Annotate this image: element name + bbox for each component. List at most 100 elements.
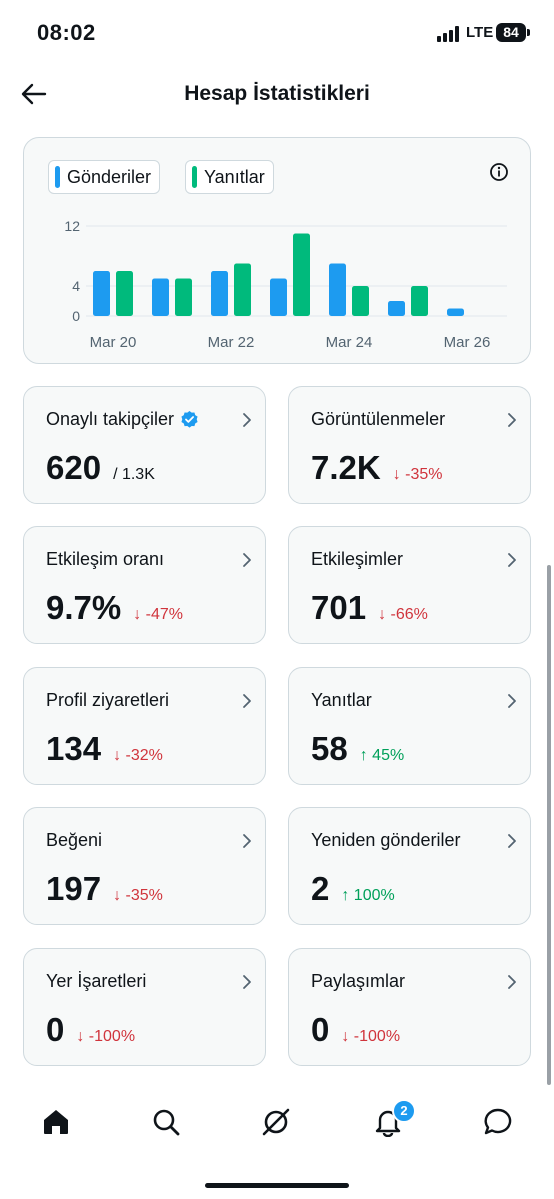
chevron-right-icon: [508, 413, 516, 427]
back-button[interactable]: [18, 78, 50, 110]
y-tick-label: 4: [72, 278, 80, 294]
x-tick-label: Mar 20: [90, 334, 137, 351]
stat-change: ↓ -66%: [378, 606, 428, 623]
page-title: Hesap İstatistikleri: [184, 82, 370, 105]
x-tick-label: Mar 24: [326, 334, 373, 351]
stat-label-text: Etkileşimler: [311, 549, 404, 569]
stat-change: ↓ -32%: [113, 747, 163, 764]
messages-icon: [484, 1108, 512, 1135]
stat-label-text: Yeniden gönderiler: [311, 830, 461, 850]
bar-replies: [411, 286, 428, 316]
stat-card[interactable]: Etkileşim oranı 9.7% ↓ -47%: [23, 526, 266, 644]
stat-label-text: Paylaşımlar: [311, 971, 406, 991]
bar-posts: [447, 308, 464, 316]
home-icon: [44, 1110, 68, 1134]
nav-home[interactable]: [38, 1104, 74, 1140]
legend-swatch-replies: [192, 166, 197, 188]
stat-value: 197: [46, 870, 102, 907]
stat-label-text: Profil ziyaretleri: [46, 690, 170, 710]
stat-card[interactable]: Yer İşaretleri 0 ↓ -100%: [23, 948, 266, 1066]
nav-notifications[interactable]: 2: [370, 1099, 416, 1140]
stat-label: Yanıtlar: [311, 690, 372, 711]
stat-value-row: 7.2K ↓ -35%: [311, 449, 443, 487]
verified-badge-icon: [181, 410, 198, 428]
stat-card[interactable]: Paylaşımlar 0 ↓ -100%: [288, 948, 531, 1066]
stat-label-text: Beğeni: [46, 830, 103, 850]
battery-icon: 84: [496, 23, 530, 42]
chevron-right-icon: [508, 834, 516, 848]
stat-label: Yeniden gönderiler: [311, 830, 460, 851]
stat-change: ↓ -100%: [76, 1028, 136, 1045]
status-bar: 08:02 LTE 84: [0, 0, 554, 64]
stat-value: 0: [311, 1011, 330, 1048]
stat-value: 9.7%: [46, 589, 122, 626]
legend-replies[interactable]: Yanıtlar: [185, 160, 274, 194]
stat-value-row: 620 / 1.3K: [46, 449, 155, 487]
legend-posts[interactable]: Gönderiler: [48, 160, 161, 194]
legend-label-replies: Yanıtlar: [204, 166, 265, 187]
bar-posts: [329, 263, 346, 316]
signal-icon: [437, 26, 461, 42]
bar-replies: [116, 271, 133, 316]
stat-value-row: 134 ↓ -32%: [46, 730, 163, 768]
chevron-right-icon: [508, 553, 516, 567]
bar-replies: [352, 286, 369, 316]
bar-chart: 0 4 12 Mar 20 Mar 22 Mar 24 Mar 26: [64, 218, 507, 351]
legend-swatch-posts: [55, 166, 60, 188]
stat-total: / 1.3K: [113, 466, 155, 483]
grok-icon: [262, 1108, 290, 1136]
bell-icon: [375, 1110, 401, 1137]
stat-value: 620: [46, 449, 102, 486]
x-tick-label: Mar 26: [444, 334, 491, 351]
stat-value-row: 197 ↓ -35%: [46, 870, 163, 908]
stat-label: Etkileşimler: [311, 549, 403, 570]
stat-label: Etkileşim oranı: [46, 549, 164, 570]
stat-label-text: Yer İşaretleri: [46, 971, 147, 991]
chevron-right-icon: [508, 694, 516, 708]
stat-card[interactable]: Profil ziyaretleri 134 ↓ -32%: [23, 667, 266, 785]
chart-card: Gönderiler Yanıtlar 0 4 12 Mar 20 Mar 22 Mar …: [23, 137, 531, 364]
stat-value-row: 2 ↑ 100%: [311, 870, 395, 908]
stat-label-text: Onaylı takipçiler: [46, 409, 175, 429]
stat-card[interactable]: Yanıtlar 58 ↑ 45%: [288, 667, 531, 785]
stat-value: 134: [46, 730, 102, 767]
stat-value-row: 58 ↑ 45%: [311, 730, 404, 768]
bottom-nav: 2: [0, 1090, 554, 1160]
home-indicator: [205, 1183, 349, 1188]
chevron-right-icon: [243, 694, 251, 708]
stat-label-text: Etkileşim oranı: [46, 549, 165, 569]
nav-messages[interactable]: [480, 1104, 516, 1140]
scrollbar[interactable]: [547, 565, 551, 1085]
bar-posts: [211, 271, 228, 316]
stat-value-row: 9.7% ↓ -47%: [46, 589, 183, 627]
stat-label: Profil ziyaretleri: [46, 690, 169, 711]
stat-change: ↑ 100%: [341, 887, 395, 904]
stat-change: ↓ -47%: [133, 606, 184, 623]
y-tick-label: 0: [72, 308, 80, 324]
stat-label: Onaylı takipçiler: [46, 409, 199, 430]
stat-card[interactable]: Görüntülenmeler 7.2K ↓ -35%: [288, 386, 531, 504]
stat-value: 7.2K: [311, 449, 381, 486]
bar-replies: [175, 278, 192, 316]
stat-change: ↑ 45%: [359, 747, 405, 764]
stat-card[interactable]: Yeniden gönderiler 2 ↑ 100%: [288, 807, 531, 925]
stat-value-row: 0 ↓ -100%: [311, 1011, 400, 1049]
info-icon[interactable]: [489, 162, 509, 182]
stat-change: ↓ -35%: [392, 466, 443, 483]
stat-label-text: Yanıtlar: [311, 690, 372, 710]
bar-replies: [293, 233, 310, 316]
nav-search[interactable]: [148, 1104, 184, 1140]
nav-grok[interactable]: [258, 1104, 294, 1140]
search-icon: [153, 1109, 180, 1136]
stat-label: Yer İşaretleri: [46, 971, 146, 992]
y-tick-label: 12: [64, 218, 80, 234]
stat-value: 2: [311, 870, 330, 907]
stat-label-text: Görüntülenmeler: [311, 409, 446, 429]
stat-label: Beğeni: [46, 830, 102, 851]
chevron-right-icon: [243, 553, 251, 567]
stat-value: 0: [46, 1011, 65, 1048]
stat-card[interactable]: Etkileşimler 701 ↓ -66%: [288, 526, 531, 644]
stat-value-row: 0 ↓ -100%: [46, 1011, 135, 1049]
stat-card[interactable]: Beğeni 197 ↓ -35%: [23, 807, 266, 925]
stat-card[interactable]: Onaylı takipçiler 620 / 1.3K: [23, 386, 266, 504]
